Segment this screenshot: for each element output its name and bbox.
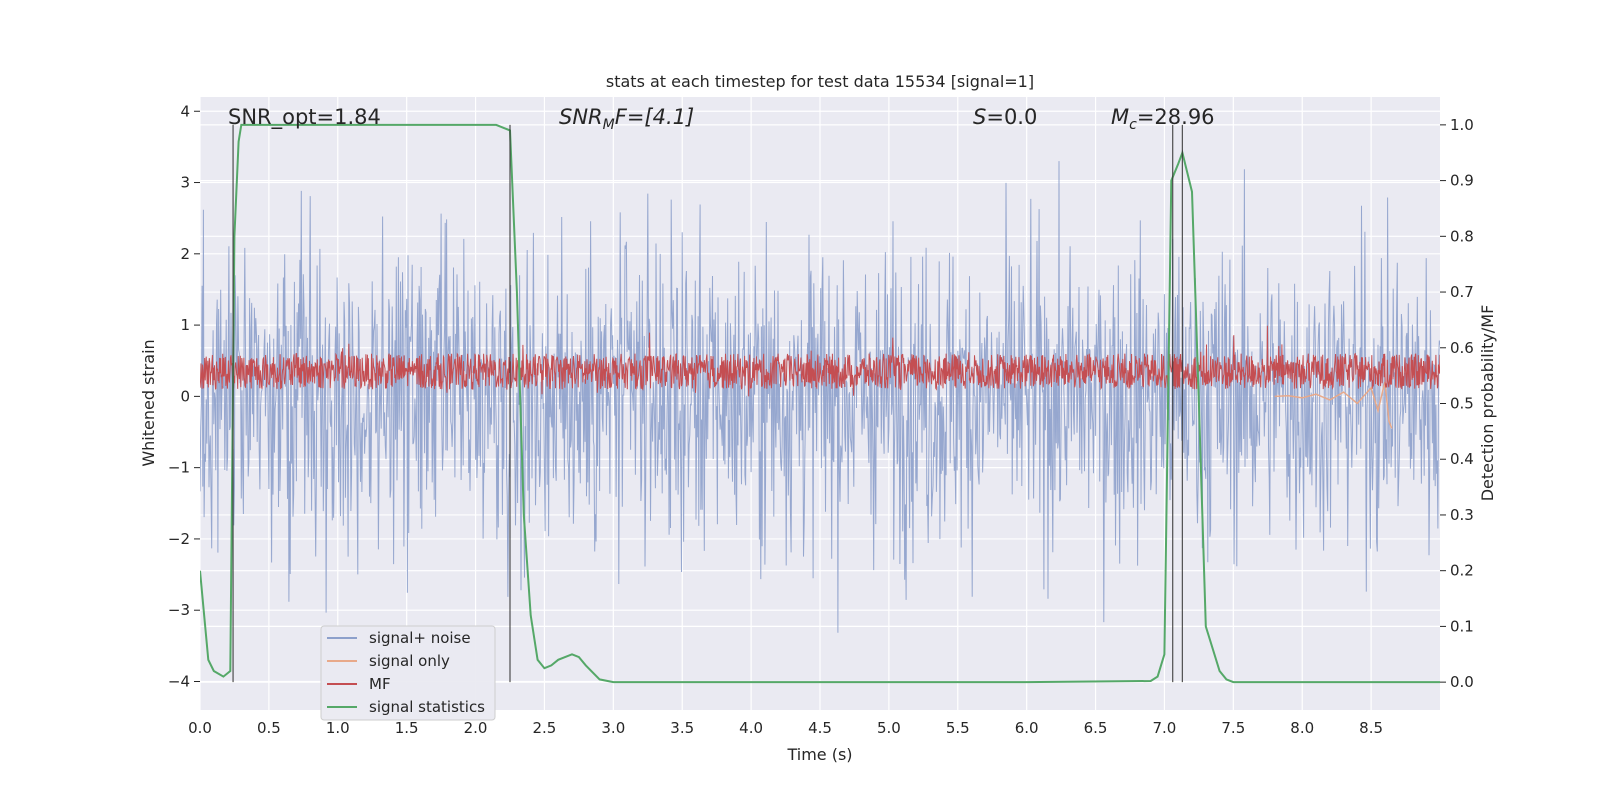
y-tick-label-left: −3: [168, 601, 190, 619]
legend-box: [320, 625, 496, 721]
y-tick-label-right: 0.3: [1450, 506, 1474, 524]
y-tick-label-right: 1.0: [1450, 116, 1474, 134]
y-tick-label-right: 0.8: [1450, 227, 1474, 245]
x-tick-label: 0.0: [188, 719, 212, 737]
x-tick-label: 0.5: [257, 719, 281, 737]
x-tick-label: 5.0: [877, 719, 901, 737]
annotation-snr-mf: SNRMF=[4.1]: [559, 105, 694, 133]
x-tick-label: 8.0: [1290, 719, 1314, 737]
legend-label-signal-statistics: signal statistics: [369, 698, 485, 716]
y-tick-label-left: 0: [180, 387, 190, 405]
y-axis-label-right: Detection probability/MF: [1478, 305, 1497, 502]
series-signal-statistics: [200, 123, 1440, 684]
annotation-snr-mf-symbol: SNR: [559, 105, 603, 129]
vertical-markers: [232, 124, 1183, 683]
x-tick-label: 8.5: [1359, 719, 1383, 737]
y-tick-label-left: −1: [168, 459, 190, 477]
annotation-s-rest: =0.0: [986, 105, 1037, 129]
y-tick-label-right: 0.5: [1450, 395, 1474, 413]
x-tick-label: 6.0: [1015, 719, 1039, 737]
legend: signal+ noise signal only MF signal stat…: [320, 625, 496, 721]
y-axis-label-left: Whitened strain: [139, 339, 158, 466]
legend-label-signal-noise: signal+ noise: [369, 629, 471, 647]
x-tick-label: 7.0: [1153, 719, 1177, 737]
series-layer: [200, 123, 1440, 684]
annotation-snr-mf-rest: F=[4.1]: [615, 105, 694, 129]
annotation-s: S=0.0: [973, 105, 1037, 129]
x-tick-label: 6.5: [1084, 719, 1108, 737]
x-tick-label: 2.0: [464, 719, 488, 737]
x-tick-label: 1.5: [395, 719, 419, 737]
chart-title: stats at each timestep for test data 155…: [606, 72, 1034, 91]
annotation-snr-mf-sub: M: [603, 117, 615, 133]
x-tick-label: 5.5: [946, 719, 970, 737]
y-tick-label-right: 0.2: [1450, 562, 1474, 580]
y-tick-label-left: 3: [180, 174, 190, 192]
y-tick-label-left: 1: [180, 316, 190, 334]
y-tick-label-left: −2: [168, 530, 190, 548]
x-tick-label: 1.0: [326, 719, 350, 737]
y-tick-label-right: 0.4: [1450, 450, 1474, 468]
y-tick-label-left: 4: [180, 102, 190, 120]
x-tick-label: 4.5: [808, 719, 832, 737]
series-mf: [200, 325, 1440, 397]
y-tick-label-right: 0.9: [1450, 172, 1474, 190]
y-tick-label-right: 0.0: [1450, 673, 1474, 691]
x-tick-label: 4.0: [739, 719, 763, 737]
x-tick-label: 2.5: [533, 719, 557, 737]
y-tick-label-left: −4: [168, 672, 190, 690]
y-tick-label-right: 0.1: [1450, 617, 1474, 635]
annotation-snr-opt: SNR_opt=1.84: [228, 105, 381, 130]
annotation-s-symbol: S: [973, 105, 986, 129]
annotation-mc: Mc=28.96: [1111, 105, 1215, 133]
legend-label-signal-only: signal only: [369, 652, 450, 670]
annotation-mc-sub: c: [1129, 117, 1137, 133]
y-tick-label-right: 0.7: [1450, 283, 1474, 301]
x-tick-label: 3.5: [670, 719, 694, 737]
ticks: 0.0 0.5 1.0 1.5 2.0 2.5 3.0 3.5 4.0 4.5 5.0 5.5 6.0 6…: [168, 102, 1474, 737]
x-tick-label: 3.0: [601, 719, 625, 737]
annotation-mc-rest: =28.96: [1137, 105, 1215, 129]
annotation-mc-symbol: M: [1111, 105, 1129, 129]
series-signal-only: [1274, 381, 1393, 429]
legend-label-mf: MF: [369, 675, 391, 693]
y-tick-label-left: 2: [180, 245, 190, 263]
y-tick-label-right: 0.6: [1450, 339, 1474, 357]
x-tick-label: 7.5: [1221, 719, 1245, 737]
x-axis-label: Time (s): [786, 745, 852, 764]
